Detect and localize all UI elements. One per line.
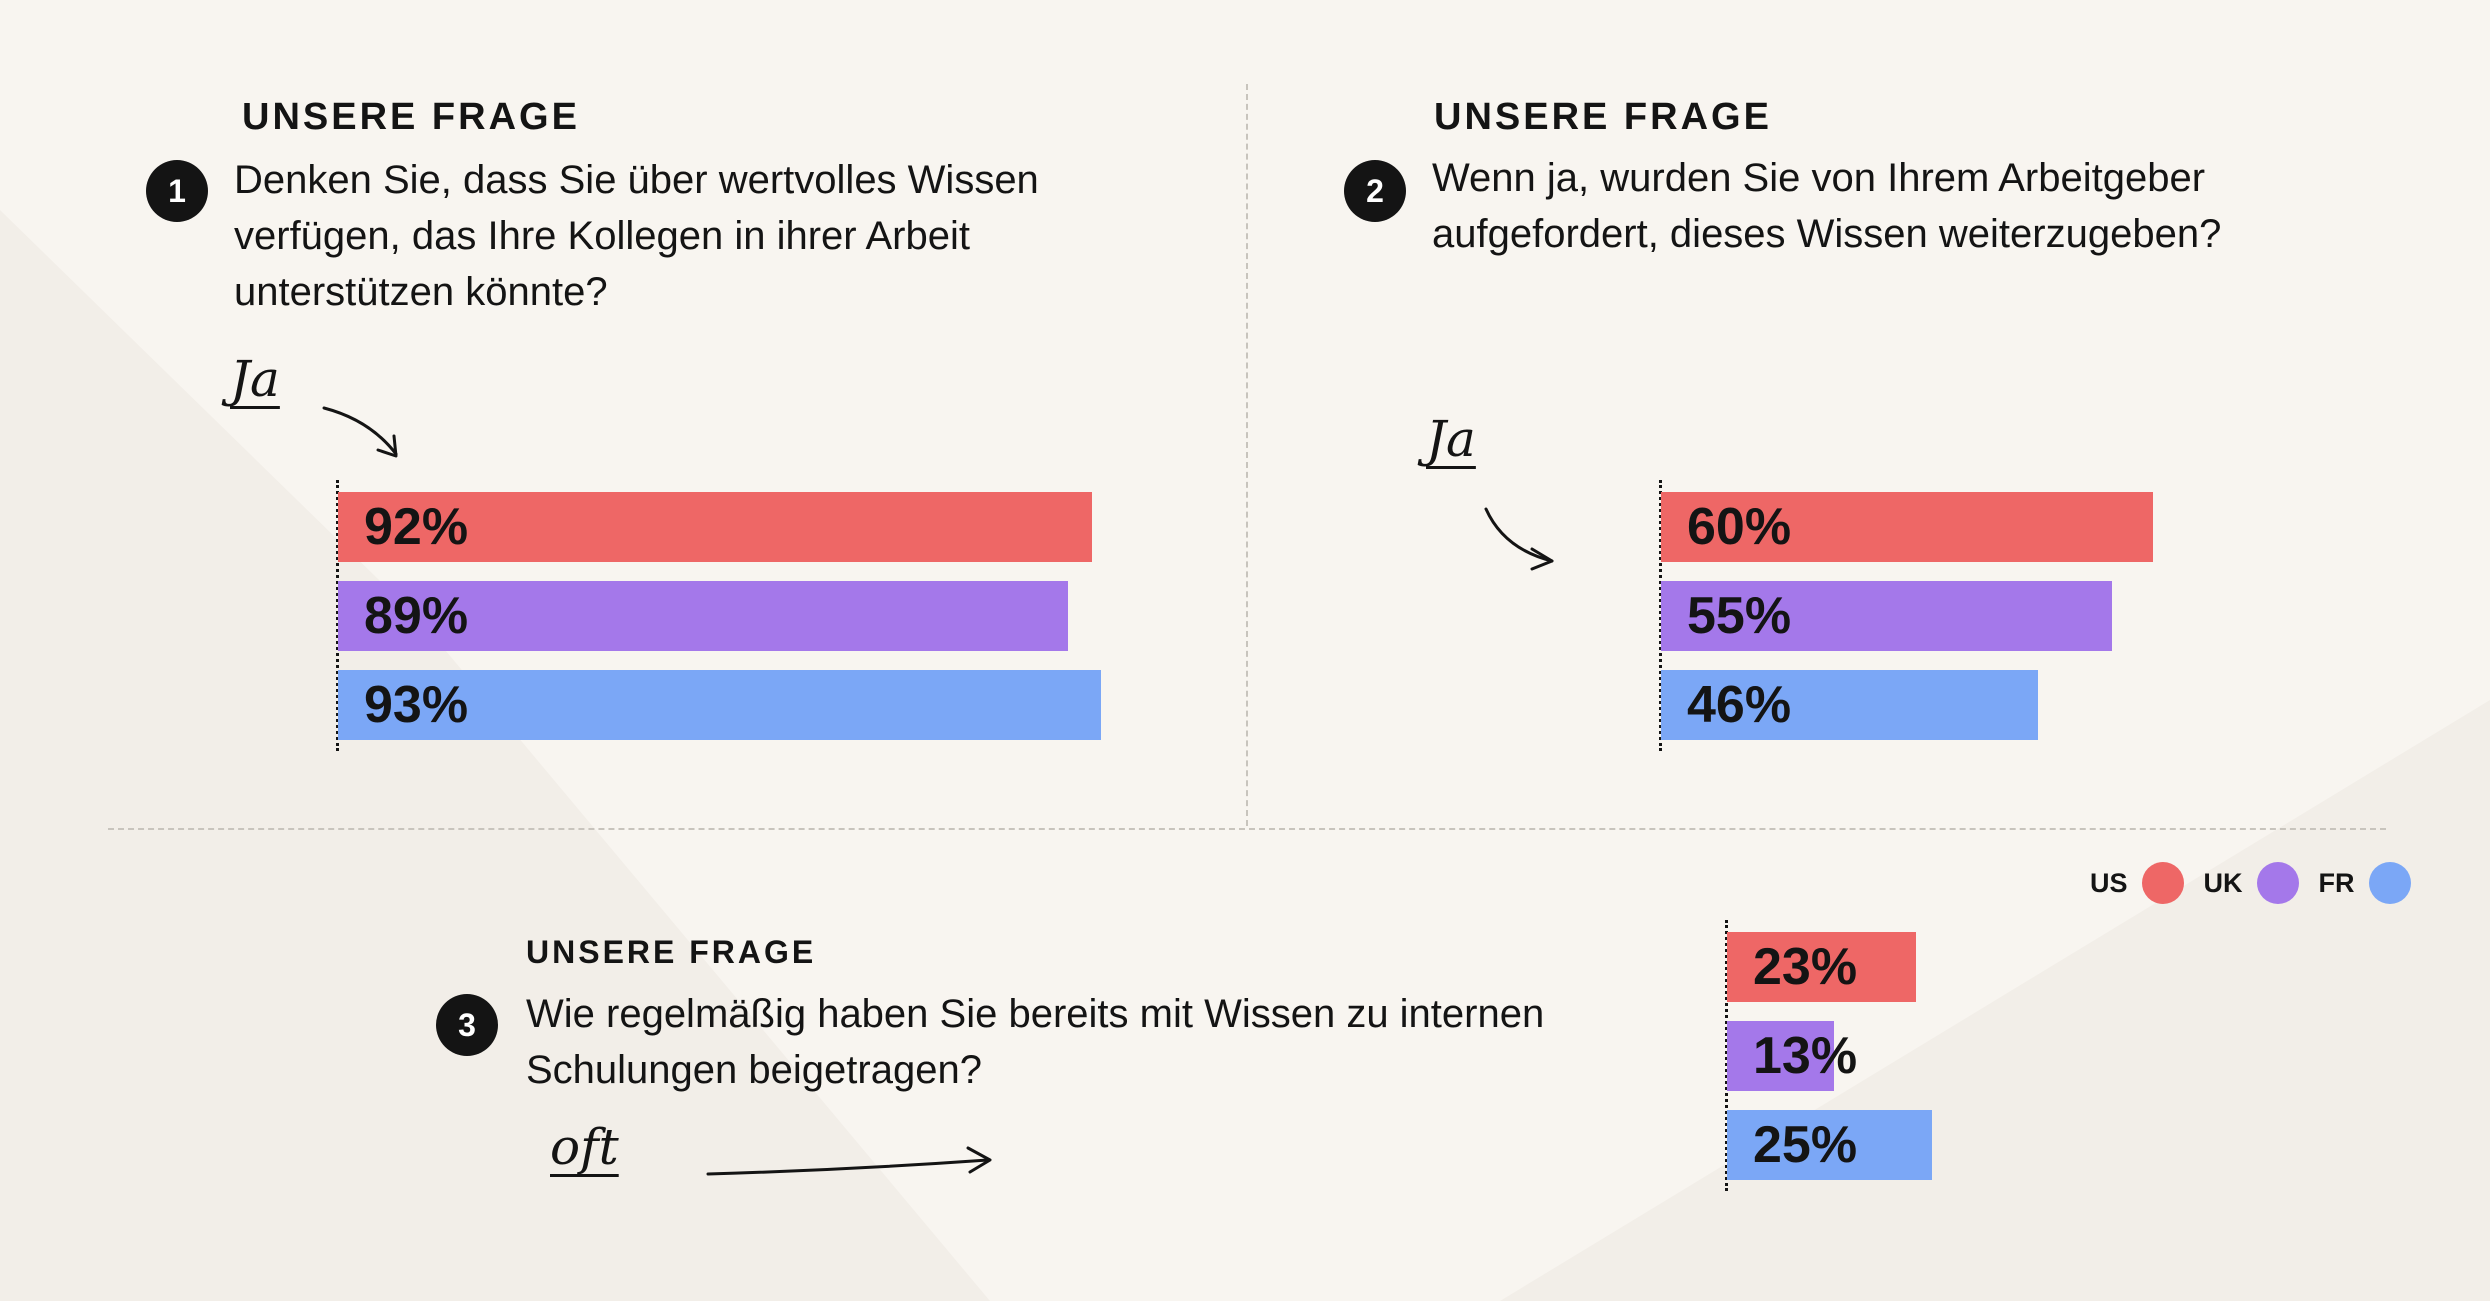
bar-value-label: 25% [1753, 1116, 1858, 1174]
question-2-label: UNSERE FRAGE [1434, 96, 1772, 138]
bar-value-label: 92% [364, 498, 469, 556]
bar-us [338, 492, 1093, 562]
legend-dot-fr [2368, 862, 2411, 904]
axis-line [1659, 480, 1662, 751]
question-2-number: 2 [1344, 160, 1406, 222]
legend-item-us: US [2090, 862, 2184, 904]
arrow-icon [706, 1146, 992, 1176]
vertical-divider [1246, 84, 1248, 826]
legend-label: FR [2318, 867, 2355, 898]
question-1-number: 1 [146, 160, 208, 222]
chart-question-3: 23% 13% 25% [1725, 920, 2485, 1191]
question-3-number: 3 [436, 994, 498, 1056]
legend: US UK FR [2070, 862, 2411, 904]
question-2-text: Wenn ja, wurden Sie von Ihrem Arbeitgebe… [1432, 156, 2222, 256]
legend-label: US [2090, 867, 2128, 898]
bar-us [1661, 492, 2153, 562]
legend-item-fr: FR [2319, 862, 2411, 904]
chart-question-1: 92% 89% 93% [336, 480, 1156, 751]
bar-value-label: 55% [1687, 587, 1792, 645]
bar-value-label: 89% [364, 587, 469, 645]
question-1-label: UNSERE FRAGE [242, 96, 580, 138]
legend-item-uk: UK [2204, 862, 2299, 904]
bar-uk [1727, 1021, 1834, 1091]
bar-value-label: 46% [1687, 676, 1792, 734]
question-3-text: Wie regelmäßig haben Sie bereits mit Wis… [526, 992, 1545, 1092]
bar-value-label: 13% [1753, 1027, 1858, 1085]
arrow-icon [1484, 507, 1554, 571]
bar-fr [338, 670, 1101, 740]
bar-uk [1661, 581, 2112, 651]
legend-dot-uk [2256, 862, 2299, 904]
arrow-icon [322, 406, 398, 458]
chart-question-2: 60% 55% 46% [1659, 480, 2479, 751]
axis-line [336, 480, 339, 751]
horizontal-divider [108, 828, 2386, 830]
bar-us [1727, 932, 1916, 1002]
legend-label: UK [2203, 867, 2243, 898]
question-3-annotation: oft [550, 1118, 619, 1176]
bar-value-label: 93% [364, 676, 469, 734]
question-1-text: Denken Sie, dass Sie über wertvolles Wis… [234, 158, 1039, 314]
legend-dot-us [2141, 862, 2184, 904]
bar-fr [1661, 670, 2039, 740]
question-2-annotation: Ja [1426, 410, 1476, 468]
bar-fr [1727, 1110, 1932, 1180]
bar-value-label: 60% [1687, 498, 1792, 556]
question-1-annotation: Ja [230, 350, 280, 408]
bar-uk [338, 581, 1068, 651]
axis-line [1725, 920, 1728, 1191]
bar-value-label: 23% [1753, 938, 1858, 996]
question-3-label: UNSERE FRAGE [526, 934, 817, 970]
